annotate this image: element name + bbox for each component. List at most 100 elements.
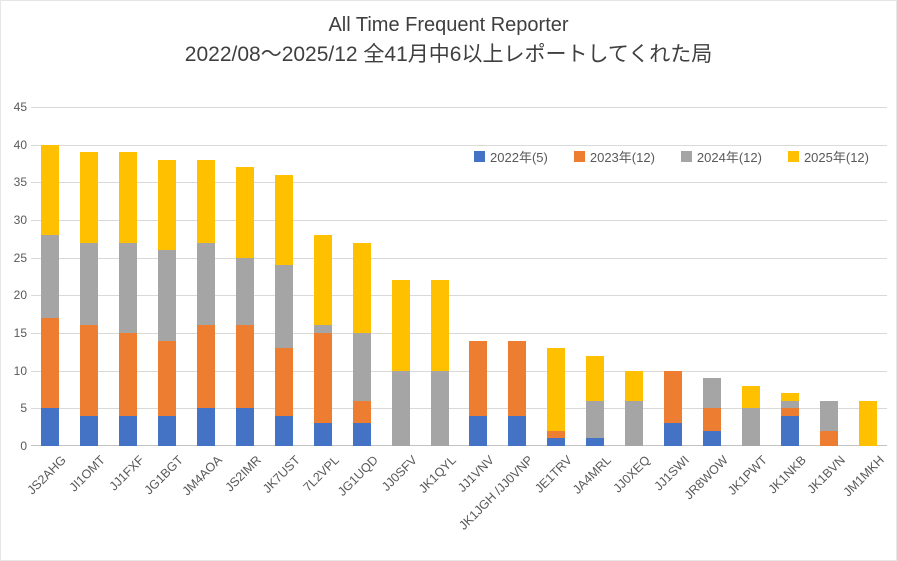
y-axis-tick-label: 40 [13,137,27,152]
bar-jj1fxf [119,107,138,446]
legend-swatch-icon [474,151,486,162]
x-axis-label: JK7UST [259,453,303,496]
bar-jg1uqd [352,107,371,446]
bar-segment [313,423,332,446]
bar-segment [547,430,566,439]
bar-js2imr [236,107,254,446]
y-axis-tick-label: 30 [13,213,27,227]
bar-segment [274,174,293,266]
bar-segment [119,152,138,243]
bar-jk1jgh-jj0vnp [508,107,527,446]
bar-segment [780,400,799,409]
x-axis-label: JJ0XEQ [610,453,653,496]
y-axis-tick-label: 5 [20,401,27,416]
x-axis-label: JK1JGH /JJ0VNP [456,453,537,533]
gridline [31,295,887,297]
x-axis-label: JM1MKH [840,453,887,500]
bar-segment [119,333,138,416]
x-axis-label: JA4MRL [570,453,615,497]
bar-segment [780,393,799,401]
legend-label: 2025年(12) [803,150,869,165]
x-axis-label: JK1PWT [724,453,770,498]
gridline [31,333,887,334]
y-axis-tick-label: 0 [20,439,27,453]
bar-segment [158,159,177,251]
y-axis-tick-label: 15 [13,326,27,340]
bar-segment [274,415,293,446]
bar-segment [236,167,254,258]
bar-jk7ust [274,107,293,446]
x-axis-label: JG1BGT [141,453,187,498]
gridline [31,257,887,259]
gridline [31,182,887,184]
bar-js2ahg [41,107,60,446]
bar-segment [469,340,488,416]
bar-segment [41,235,60,318]
chart-title-block: All Time Frequent Reporter 2022/08～2025/… [1,11,896,71]
y-axis-tick-label: 45 [13,100,27,114]
bar-jj0sfv [391,107,410,446]
x-axis-label: JK1NKB [765,453,809,497]
bar-segment [236,408,254,446]
y-axis-tick-label: 20 [13,288,27,303]
bar-jk1bvn [819,107,838,446]
plot-area: 0 5 10 15 20 25 30 35 40 45 JS2AHG JI1OMT JJ1FXF JG1… [14,100,887,533]
bar-segment [80,415,99,446]
bar-segment [625,400,644,446]
bar-jm1mkh [858,107,877,446]
bar-segment [158,250,177,341]
bar-segment [625,370,644,401]
bar-segment [197,159,216,243]
bar-segment [391,370,410,446]
bar-segment [313,325,332,334]
bar-segment [197,325,216,409]
gridline [31,408,887,410]
bar-segment [664,370,682,424]
bar-segment [119,242,138,334]
bar-je1trv [547,107,566,446]
bar-jg1bgt [158,107,177,446]
bar-segment [197,408,216,446]
bar-segment [469,415,488,446]
bar-segment [702,430,721,446]
bar-segment [741,408,760,446]
bar-segment [80,152,99,243]
bar-segment [547,348,566,431]
bar-jk1qyl [430,107,449,446]
bar-segment [780,415,799,446]
legend-swatch-icon [787,151,799,162]
bar-segment [430,280,449,371]
bar-segment [586,355,605,401]
bar-segment [702,408,721,431]
legend-item-2023: 2023年(12) [573,147,655,166]
bar-segment [41,317,60,409]
bar-segment [741,385,760,409]
x-axis-label: JK1QYL [415,453,459,496]
bar-segment [119,415,138,446]
bar-ja4mrl [586,107,605,446]
bar-segment [547,438,566,446]
bar-segment [274,348,293,416]
bar-segment [352,242,371,334]
bar-segment [586,400,605,439]
legend-swatch-icon [680,151,692,162]
y-axis-tick-label: 10 [13,363,27,378]
bar-ji1omt [80,107,99,446]
bar-segment [41,408,60,446]
legend-item-2024: 2024年(12) [680,147,762,166]
legend-label: 2022年(5) [490,150,548,165]
gridline [31,370,887,372]
bar-segment [80,325,99,416]
legend-swatch-icon [573,151,585,162]
bar-segment [352,333,371,401]
x-axis-label: JS2AHG [25,453,70,498]
bar-segment [197,242,216,326]
gridline [31,144,887,146]
bar-segment [430,370,449,446]
bar-jj0xeq [625,107,644,446]
gridline [31,445,887,446]
bar-segment [41,144,60,236]
bar-segment [352,423,371,446]
bar-segment [313,235,332,326]
